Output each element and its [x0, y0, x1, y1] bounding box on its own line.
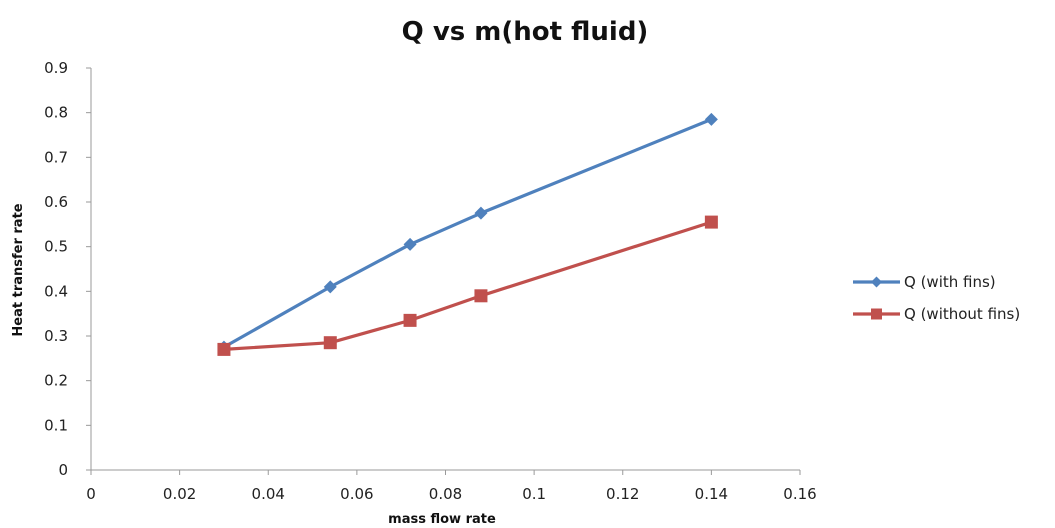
- x-tick-label: 0: [86, 485, 96, 503]
- data-point: [704, 112, 718, 126]
- legend-item: Q (with fins): [853, 273, 996, 291]
- series-line: [223, 117, 712, 349]
- y-tick-label: 0.2: [44, 372, 68, 390]
- series-2: [217, 215, 718, 356]
- x-axis-label: mass flow rate: [388, 512, 496, 527]
- data-point: [474, 289, 488, 303]
- plot-series: [217, 112, 718, 356]
- legend-swatch-marker: [871, 276, 882, 288]
- data-point: [403, 313, 417, 327]
- y-tick-label: 0.6: [44, 193, 68, 211]
- y-tick-label: 0.5: [44, 238, 68, 256]
- x-tick-label: 0.12: [606, 485, 639, 503]
- x-tick-label: 0.08: [429, 485, 462, 503]
- x-tick-label: 0.06: [340, 485, 373, 503]
- y-tick-label: 0: [58, 461, 68, 479]
- legend-label: Q (with fins): [904, 273, 996, 291]
- y-tick-label: 0.4: [44, 282, 68, 300]
- data-point: [217, 342, 231, 356]
- series-1: [217, 112, 718, 354]
- data-point: [474, 206, 488, 220]
- chart-title: Q vs m(hot fluid): [402, 17, 649, 47]
- data-point: [323, 336, 337, 350]
- y-tick-label: 0.7: [44, 148, 68, 166]
- x-tick-labels: 0 0.02 0.04 0.06 0.08 0.1 0.12 0.14 0.16: [86, 470, 817, 503]
- legend: Q (with fins) Q (without fins): [853, 273, 1020, 323]
- y-tick-label: 0.8: [44, 104, 68, 122]
- y-tick-label: 0.1: [44, 416, 68, 434]
- x-tick-label: 0.16: [783, 485, 816, 503]
- legend-item: Q (without fins): [853, 305, 1020, 323]
- legend-label: Q (without fins): [904, 305, 1020, 323]
- y-axis-label: Heat transfer rate: [11, 203, 26, 336]
- y-tick-label: 0.3: [44, 327, 68, 345]
- series-line: [223, 220, 712, 351]
- legend-swatch-marker: [871, 308, 882, 320]
- data-point: [323, 280, 337, 294]
- x-tick-label: 0.1: [522, 485, 546, 503]
- data-point: [403, 237, 417, 251]
- x-tick-label: 0.02: [163, 485, 196, 503]
- y-tick-label: 0.9: [44, 59, 68, 77]
- data-point: [704, 215, 718, 229]
- x-tick-label: 0.14: [695, 485, 728, 503]
- x-tick-label: 0.04: [252, 485, 285, 503]
- y-tick-labels: 0 0.1 0.2 0.3 0.4 0.5 0.6 0.7 0.8 0.9: [44, 59, 91, 479]
